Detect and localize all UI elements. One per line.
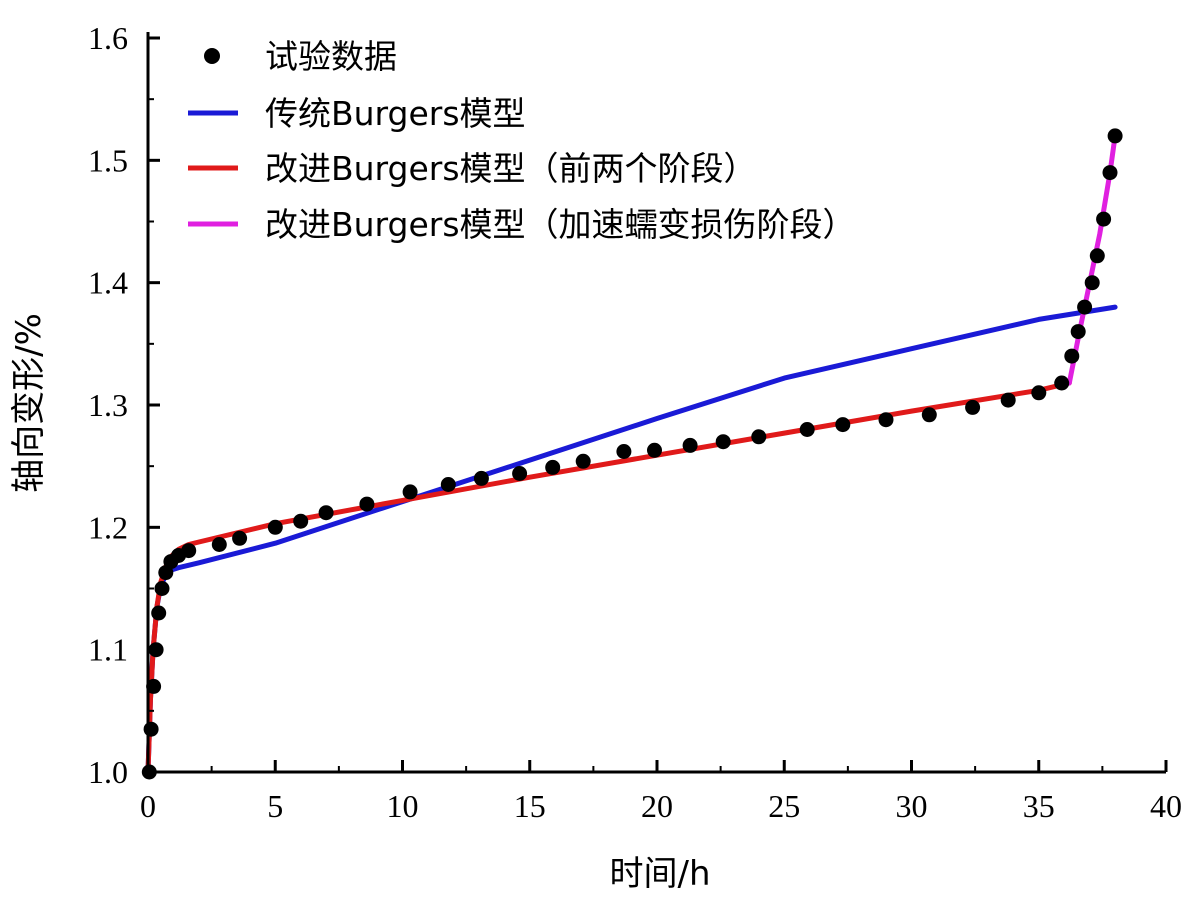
data-point [715, 434, 731, 450]
x-tick-label: 15 [514, 788, 546, 824]
data-point [921, 407, 937, 423]
x-tick-label: 35 [1023, 788, 1055, 824]
x-tick-label: 20 [641, 788, 673, 824]
y-tick-label: 1.4 [88, 265, 128, 301]
data-point [1000, 392, 1016, 408]
data-point [965, 399, 981, 415]
data-point [267, 519, 283, 535]
data-point [146, 678, 162, 694]
data-point [473, 470, 489, 486]
legend-marker-0 [204, 48, 220, 64]
data-point [143, 721, 159, 737]
data-point [211, 537, 227, 552]
x-tick-label: 25 [768, 788, 800, 824]
data-point [151, 605, 167, 621]
y-tick-label: 1.1 [88, 632, 128, 668]
data-point [1054, 375, 1070, 391]
data-point [359, 496, 375, 512]
data-point [1064, 348, 1080, 364]
data-point [440, 477, 456, 492]
y-tick-label: 1.6 [88, 20, 128, 56]
legend-label-0: 试验数据 [265, 37, 397, 76]
data-point [1031, 385, 1047, 401]
legend-label-1: 传统Burgers模型 [265, 94, 526, 133]
data-point [647, 442, 662, 458]
x-tick-label: 40 [1150, 788, 1182, 824]
y-tick-label: 1.3 [88, 387, 128, 423]
x-tick-label: 0 [140, 788, 156, 824]
legend-label-3: 改进Burgers模型（加速蠕变损伤阶段） [265, 205, 856, 244]
data-point [512, 466, 528, 481]
y-tick-label: 1.5 [88, 142, 128, 178]
data-point [1084, 275, 1100, 291]
data-point [154, 581, 170, 596]
series-line-2 [145, 380, 1072, 775]
data-point [751, 429, 767, 445]
data-point [293, 513, 309, 529]
data-point [232, 530, 248, 546]
x-tick-label: 10 [387, 788, 419, 824]
x-tick-label: 5 [267, 788, 283, 824]
ticks: 0 5 10 15 20 25 30 35 40 1.0 1.1 1.2 1.3 1.4 1.5 1.6 [88, 20, 1182, 824]
data-point [318, 505, 334, 521]
data-point [1096, 211, 1112, 227]
data-point [1089, 248, 1105, 264]
data-point [1102, 165, 1118, 181]
x-axis-title: 时间/h [609, 854, 710, 894]
y-tick-label: 1.0 [88, 754, 128, 790]
series-line-1 [145, 304, 1118, 775]
data-point [1077, 299, 1093, 315]
data-point [545, 459, 561, 475]
data-point [616, 444, 632, 459]
data-point [181, 543, 197, 559]
y-tick-label: 1.2 [88, 509, 128, 545]
x-tick-label: 30 [896, 788, 928, 824]
data-point [1070, 324, 1086, 340]
data-point [575, 453, 591, 469]
y-axis-title: 轴向变形/% [9, 313, 49, 493]
data-point [402, 484, 418, 500]
legend-label-2: 改进Burgers模型（前两个阶段） [265, 149, 757, 188]
data-point [799, 422, 815, 437]
data-point [878, 412, 894, 428]
data-point [1107, 128, 1123, 144]
data-point [682, 437, 698, 453]
data-point [835, 417, 851, 433]
